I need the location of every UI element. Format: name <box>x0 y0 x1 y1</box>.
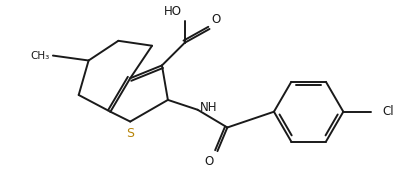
Text: Cl: Cl <box>382 105 394 118</box>
Text: O: O <box>204 155 213 168</box>
Text: NH: NH <box>200 101 217 114</box>
Text: CH₃: CH₃ <box>31 50 50 61</box>
Text: HO: HO <box>164 5 182 18</box>
Text: S: S <box>126 128 134 140</box>
Text: O: O <box>211 13 221 26</box>
